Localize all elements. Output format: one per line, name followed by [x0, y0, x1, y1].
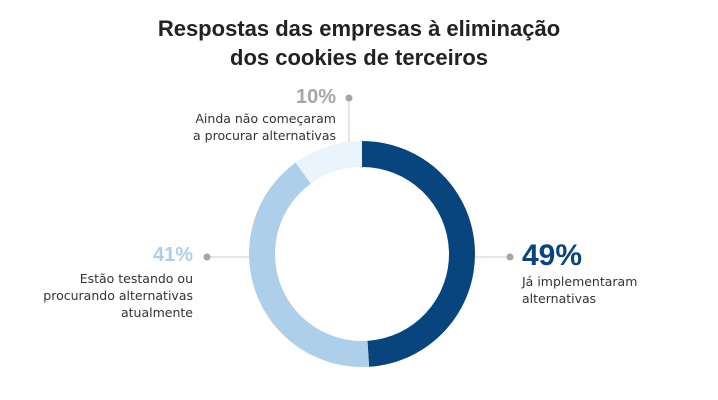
label-line: Estão testando ou [79, 271, 193, 286]
donut-slice-2 [295, 141, 362, 184]
title-line-2: dos cookies de terceiros [230, 45, 488, 70]
donut-slice-1 [249, 162, 370, 367]
label-line: Ainda não começaram [195, 111, 336, 126]
chart-title: Respostas das empresas à eliminação dos … [0, 14, 718, 72]
title-line-1: Respostas das empresas à eliminação [157, 16, 561, 41]
slice-label-not-started: Ainda não começaram a procurar alternati… [193, 110, 336, 144]
leader-dot-implemented [506, 253, 514, 261]
label-line: atualmente [121, 305, 193, 320]
leader-dot-testing [203, 253, 211, 261]
label-line: a procurar alternativas [193, 128, 336, 143]
slice-value-label-not-started: 10% [295, 86, 336, 108]
leader-dot-not-started [345, 94, 353, 102]
label-line: procurando alternativas [43, 288, 193, 303]
label-line: Já implementaram [522, 274, 638, 289]
slice-label-implemented: Já implementaram alternativas [522, 273, 637, 307]
donut-slice-0 [362, 141, 475, 367]
slice-label-testing: Estão testando ou procurando alternativa… [43, 270, 193, 321]
label-line: alternativas [522, 291, 597, 306]
slice-value-label-testing: 41% [152, 244, 193, 266]
slice-value-label-implemented: 49% [522, 239, 583, 272]
